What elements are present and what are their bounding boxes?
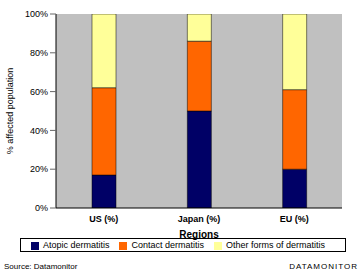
svg-text:% affected population: % affected population [8,68,15,154]
svg-text:80%: 80% [30,48,48,58]
svg-text:Japan (%): Japan (%) [178,214,221,224]
svg-text:US (%): US (%) [89,214,118,224]
svg-text:20%: 20% [30,164,48,174]
svg-text:EU (%): EU (%) [280,214,309,224]
html-text:Source: Datamonitor: Source: Datamonitor [4,262,78,271]
html-text:DATAMONITOR: DATAMONITOR [289,262,358,271]
svg-text:100%: 100% [25,9,48,19]
svg-text:60%: 60% [30,87,48,97]
svg-text:Regions: Regions [179,229,219,240]
html-text:Contact dermatitis: Contact dermatitis [131,240,204,250]
html-text:Other forms of dermatitis: Other forms of dermatitis [226,240,325,250]
svg-text:40%: 40% [30,126,48,136]
html-text:Atopic dermatitis: Atopic dermatitis [43,240,110,250]
svg-text:0%: 0% [35,203,48,213]
